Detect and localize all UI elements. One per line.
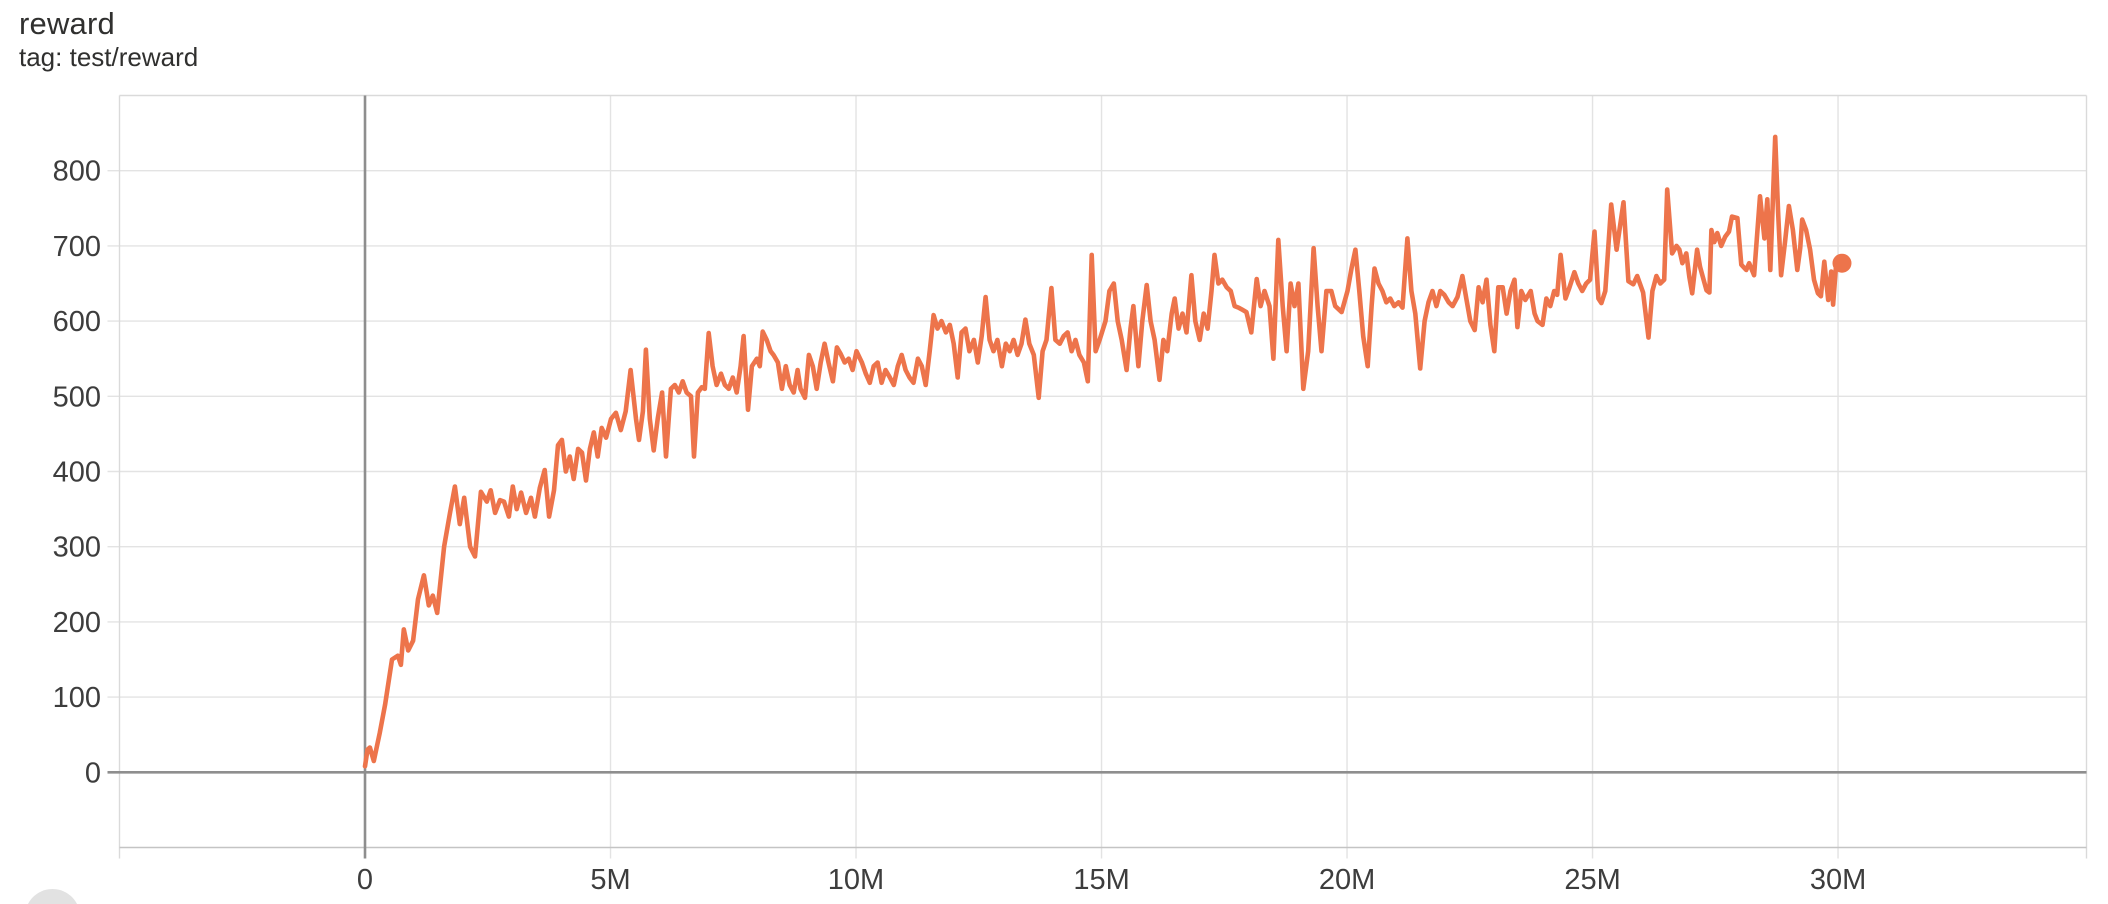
reward-line[interactable] [362, 134, 1845, 769]
y-tick-label: 500 [53, 381, 101, 413]
y-tick-label: 0 [85, 757, 101, 789]
x-tick-label: 30M [1810, 864, 1866, 896]
y-tick-label: 100 [53, 682, 101, 714]
y-tick-label: 200 [53, 607, 101, 639]
x-tick-label: 0 [357, 864, 373, 896]
y-tick-label: 700 [53, 231, 101, 263]
y-tick-label: 300 [53, 532, 101, 564]
y-tick-label: 600 [53, 306, 101, 338]
x-tick-label: 25M [1564, 864, 1620, 896]
y-tick-label: 400 [53, 457, 101, 489]
last-point-marker[interactable] [1832, 253, 1852, 273]
x-tick-label: 20M [1319, 864, 1375, 896]
chart-header: reward tag: test/reward [19, 6, 198, 73]
y-tick-label: 800 [53, 156, 101, 188]
corner-round-button[interactable] [25, 889, 80, 904]
chart-title: reward [19, 6, 115, 41]
zero-axes [107, 95, 2087, 859]
grid-lines [107, 94, 2088, 859]
x-tick-label: 10M [828, 864, 884, 896]
reward-series [362, 134, 1852, 769]
x-tick-label: 5M [590, 864, 630, 896]
x-tick-label: 15M [1073, 864, 1129, 896]
chart-tag-subtitle: tag: test/reward [19, 42, 199, 72]
axis-labels: 0 100 200 300 400 500 600 700 800 0 5M 10M 15M 20M 25M… [53, 156, 1867, 896]
